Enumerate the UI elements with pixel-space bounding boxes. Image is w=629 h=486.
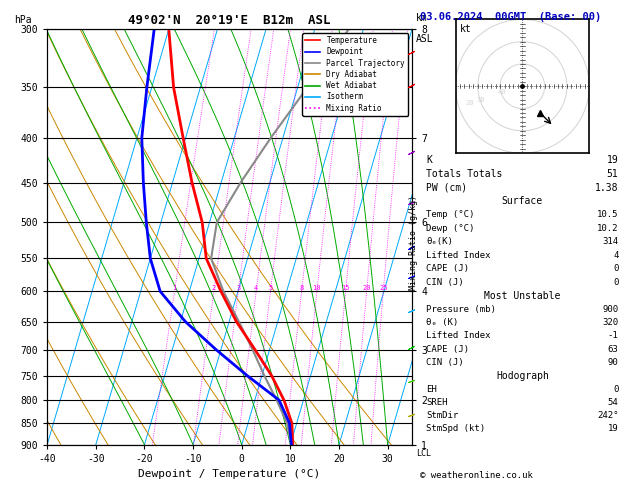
Text: 10: 10 bbox=[313, 285, 321, 291]
Text: Dewp (°C): Dewp (°C) bbox=[426, 224, 475, 233]
Text: LCL: LCL bbox=[416, 449, 431, 458]
Text: -1: -1 bbox=[608, 331, 618, 341]
Text: 1.38: 1.38 bbox=[595, 183, 618, 192]
Text: Pressure (mb): Pressure (mb) bbox=[426, 305, 496, 314]
Text: 10.5: 10.5 bbox=[597, 210, 618, 219]
Text: 40: 40 bbox=[497, 89, 506, 95]
Text: 1: 1 bbox=[172, 285, 177, 291]
Text: EH: EH bbox=[426, 384, 437, 394]
Text: SREH: SREH bbox=[426, 398, 448, 407]
Text: 0: 0 bbox=[613, 264, 618, 273]
Title: 49°02'N  20°19'E  B12m  ASL: 49°02'N 20°19'E B12m ASL bbox=[128, 14, 331, 27]
Text: 30: 30 bbox=[476, 97, 485, 103]
Text: hPa: hPa bbox=[14, 15, 32, 25]
Text: 900: 900 bbox=[603, 305, 618, 314]
Text: θₑ (K): θₑ (K) bbox=[426, 318, 459, 327]
Text: 4: 4 bbox=[254, 285, 259, 291]
Text: 5: 5 bbox=[269, 285, 272, 291]
Text: km: km bbox=[416, 13, 427, 23]
Text: Surface: Surface bbox=[502, 196, 543, 206]
Text: kt: kt bbox=[460, 24, 472, 34]
Text: Most Unstable: Most Unstable bbox=[484, 291, 560, 301]
Text: 314: 314 bbox=[603, 237, 618, 246]
Text: CIN (J): CIN (J) bbox=[426, 278, 464, 287]
Text: 20: 20 bbox=[466, 100, 474, 106]
Text: 8: 8 bbox=[299, 285, 304, 291]
Text: 19: 19 bbox=[608, 424, 618, 433]
Text: PW (cm): PW (cm) bbox=[426, 183, 467, 192]
Text: ASL: ASL bbox=[416, 34, 433, 44]
Text: Mixing Ratio (g/kg): Mixing Ratio (g/kg) bbox=[409, 195, 418, 291]
Text: 0: 0 bbox=[613, 278, 618, 287]
Text: 320: 320 bbox=[603, 318, 618, 327]
Text: 4: 4 bbox=[613, 251, 618, 260]
Text: Totals Totals: Totals Totals bbox=[426, 169, 503, 179]
Text: K: K bbox=[426, 155, 432, 165]
Text: 03.06.2024  00GMT  (Base: 00): 03.06.2024 00GMT (Base: 00) bbox=[420, 12, 601, 22]
Text: 20: 20 bbox=[362, 285, 371, 291]
Text: 51: 51 bbox=[607, 169, 618, 179]
Text: 242°: 242° bbox=[597, 411, 618, 420]
Text: CAPE (J): CAPE (J) bbox=[426, 264, 469, 273]
Text: © weatheronline.co.uk: © weatheronline.co.uk bbox=[420, 471, 533, 480]
Text: 3: 3 bbox=[236, 285, 240, 291]
Text: 63: 63 bbox=[608, 345, 618, 354]
X-axis label: Dewpoint / Temperature (°C): Dewpoint / Temperature (°C) bbox=[138, 469, 321, 479]
Text: 25: 25 bbox=[379, 285, 387, 291]
Text: 90: 90 bbox=[608, 358, 618, 367]
Text: StmDir: StmDir bbox=[426, 411, 459, 420]
Text: 19: 19 bbox=[607, 155, 618, 165]
Text: 10.2: 10.2 bbox=[597, 224, 618, 233]
Text: Lifted Index: Lifted Index bbox=[426, 331, 491, 341]
Text: Hodograph: Hodograph bbox=[496, 371, 549, 381]
Text: 15: 15 bbox=[342, 285, 350, 291]
Legend: Temperature, Dewpoint, Parcel Trajectory, Dry Adiabat, Wet Adiabat, Isotherm, Mi: Temperature, Dewpoint, Parcel Trajectory… bbox=[302, 33, 408, 116]
Text: 2: 2 bbox=[212, 285, 216, 291]
Text: CIN (J): CIN (J) bbox=[426, 358, 464, 367]
Text: Temp (°C): Temp (°C) bbox=[426, 210, 475, 219]
Text: θₑ(K): θₑ(K) bbox=[426, 237, 453, 246]
Text: 0: 0 bbox=[613, 384, 618, 394]
Text: CAPE (J): CAPE (J) bbox=[426, 345, 469, 354]
Text: StmSpd (kt): StmSpd (kt) bbox=[426, 424, 486, 433]
Text: Lifted Index: Lifted Index bbox=[426, 251, 491, 260]
Text: 54: 54 bbox=[608, 398, 618, 407]
